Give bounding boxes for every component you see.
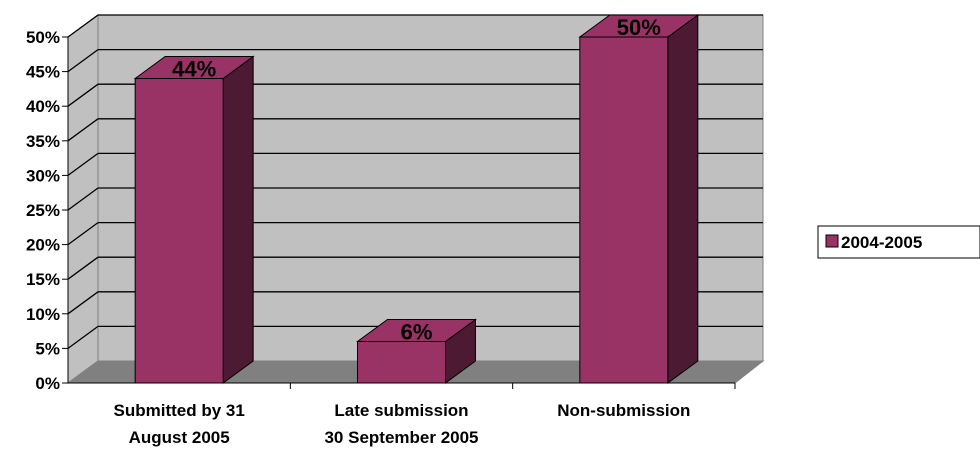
legend-frame	[817, 225, 980, 259]
legend-label: 2004-2005	[841, 233, 922, 252]
data-label: 44%	[172, 57, 216, 82]
data-label: 50%	[617, 15, 661, 40]
y-tick-label: 40%	[26, 97, 60, 116]
y-tick-label: 10%	[26, 305, 60, 324]
y-tick-label: 20%	[26, 236, 60, 255]
gridline-side	[67, 152, 99, 176]
bar-front	[356, 340, 446, 384]
y-tick-label: 50%	[26, 28, 60, 47]
y-tick-label: 15%	[26, 270, 60, 289]
data-label: 6%	[401, 319, 433, 344]
y-tick-label: 5%	[35, 339, 60, 358]
bar-side	[222, 55, 254, 384]
bar: 6%	[355, 318, 478, 384]
y-tick-label: 35%	[26, 132, 60, 151]
legend: 2004-2005	[817, 225, 980, 259]
gridline-side	[67, 291, 99, 315]
y-ticks: 0% 5% 10% 15% 20% 25% 30% 35% 40% 45% 50%	[26, 28, 736, 393]
legend-swatch	[825, 234, 839, 248]
y-tick-label: 45%	[26, 63, 60, 82]
gridline-side	[67, 222, 99, 246]
gridline-side	[67, 49, 99, 73]
gridline-side	[67, 118, 99, 142]
bar-front	[134, 78, 224, 384]
y-tick-label: 0%	[35, 374, 60, 393]
gridline-side	[67, 83, 99, 107]
x-tick-label: Submitted by 31	[114, 401, 245, 420]
y-tick-label: 25%	[26, 201, 60, 220]
x-tick-label: Late submission	[334, 401, 468, 420]
gridline-side	[67, 14, 99, 38]
y-tick-label: 30%	[26, 166, 60, 185]
bar-front	[579, 36, 669, 384]
gridline-side	[67, 256, 99, 280]
x-tick-label: August 2005	[129, 428, 230, 447]
bars: 44% 6% 50%	[133, 14, 700, 384]
x-tick-label: 30 September 2005	[324, 428, 478, 447]
bar: 50%	[578, 14, 700, 384]
gridline-side	[67, 325, 99, 349]
bar-side	[667, 14, 699, 384]
x-labels: Submitted by 31 August 2005 Late submissio…	[114, 401, 691, 447]
gridline-side	[67, 187, 99, 211]
x-tick-label: Non-submission	[557, 401, 690, 420]
bar: 44%	[133, 55, 255, 384]
